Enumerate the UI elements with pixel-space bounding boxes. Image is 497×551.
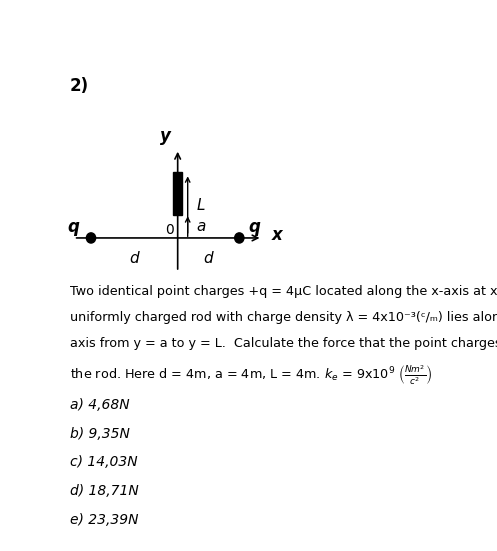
Text: y: y — [160, 127, 171, 145]
Text: d: d — [204, 251, 213, 266]
Text: b) 9,35N: b) 9,35N — [70, 426, 130, 441]
Text: d) 18,71N: d) 18,71N — [70, 484, 139, 498]
Circle shape — [86, 233, 95, 243]
Text: Two identical point charges +q = 4μC located along the x-axis at x = ±d. A: Two identical point charges +q = 4μC loc… — [70, 285, 497, 298]
Text: d: d — [130, 251, 139, 266]
Circle shape — [235, 233, 244, 243]
Text: q: q — [248, 218, 260, 236]
Text: c) 14,03N: c) 14,03N — [70, 456, 138, 469]
Text: x: x — [272, 225, 283, 244]
Text: axis from y = a to y = L.  Calculate the force that the point charges exert on: axis from y = a to y = L. Calculate the … — [70, 337, 497, 350]
Text: 0: 0 — [165, 223, 173, 237]
Text: a) 4,68N: a) 4,68N — [70, 398, 129, 412]
Text: 2): 2) — [70, 77, 89, 95]
Text: a: a — [196, 219, 206, 234]
Text: q: q — [68, 218, 80, 236]
Text: the rod. Here d = 4m, a = 4m, L = 4m. $k_e$ = 9x10$^9$ $\left(\frac{Nm^2}{c^2}\r: the rod. Here d = 4m, a = 4m, L = 4m. $k… — [70, 364, 432, 387]
Text: L: L — [196, 198, 205, 213]
Bar — [173, 172, 182, 214]
Text: e) 23,39N: e) 23,39N — [70, 513, 138, 527]
Text: uniformly charged rod with charge density λ = 4x10⁻³(ᶜ/ₘ) lies along the y −: uniformly charged rod with charge densit… — [70, 311, 497, 324]
